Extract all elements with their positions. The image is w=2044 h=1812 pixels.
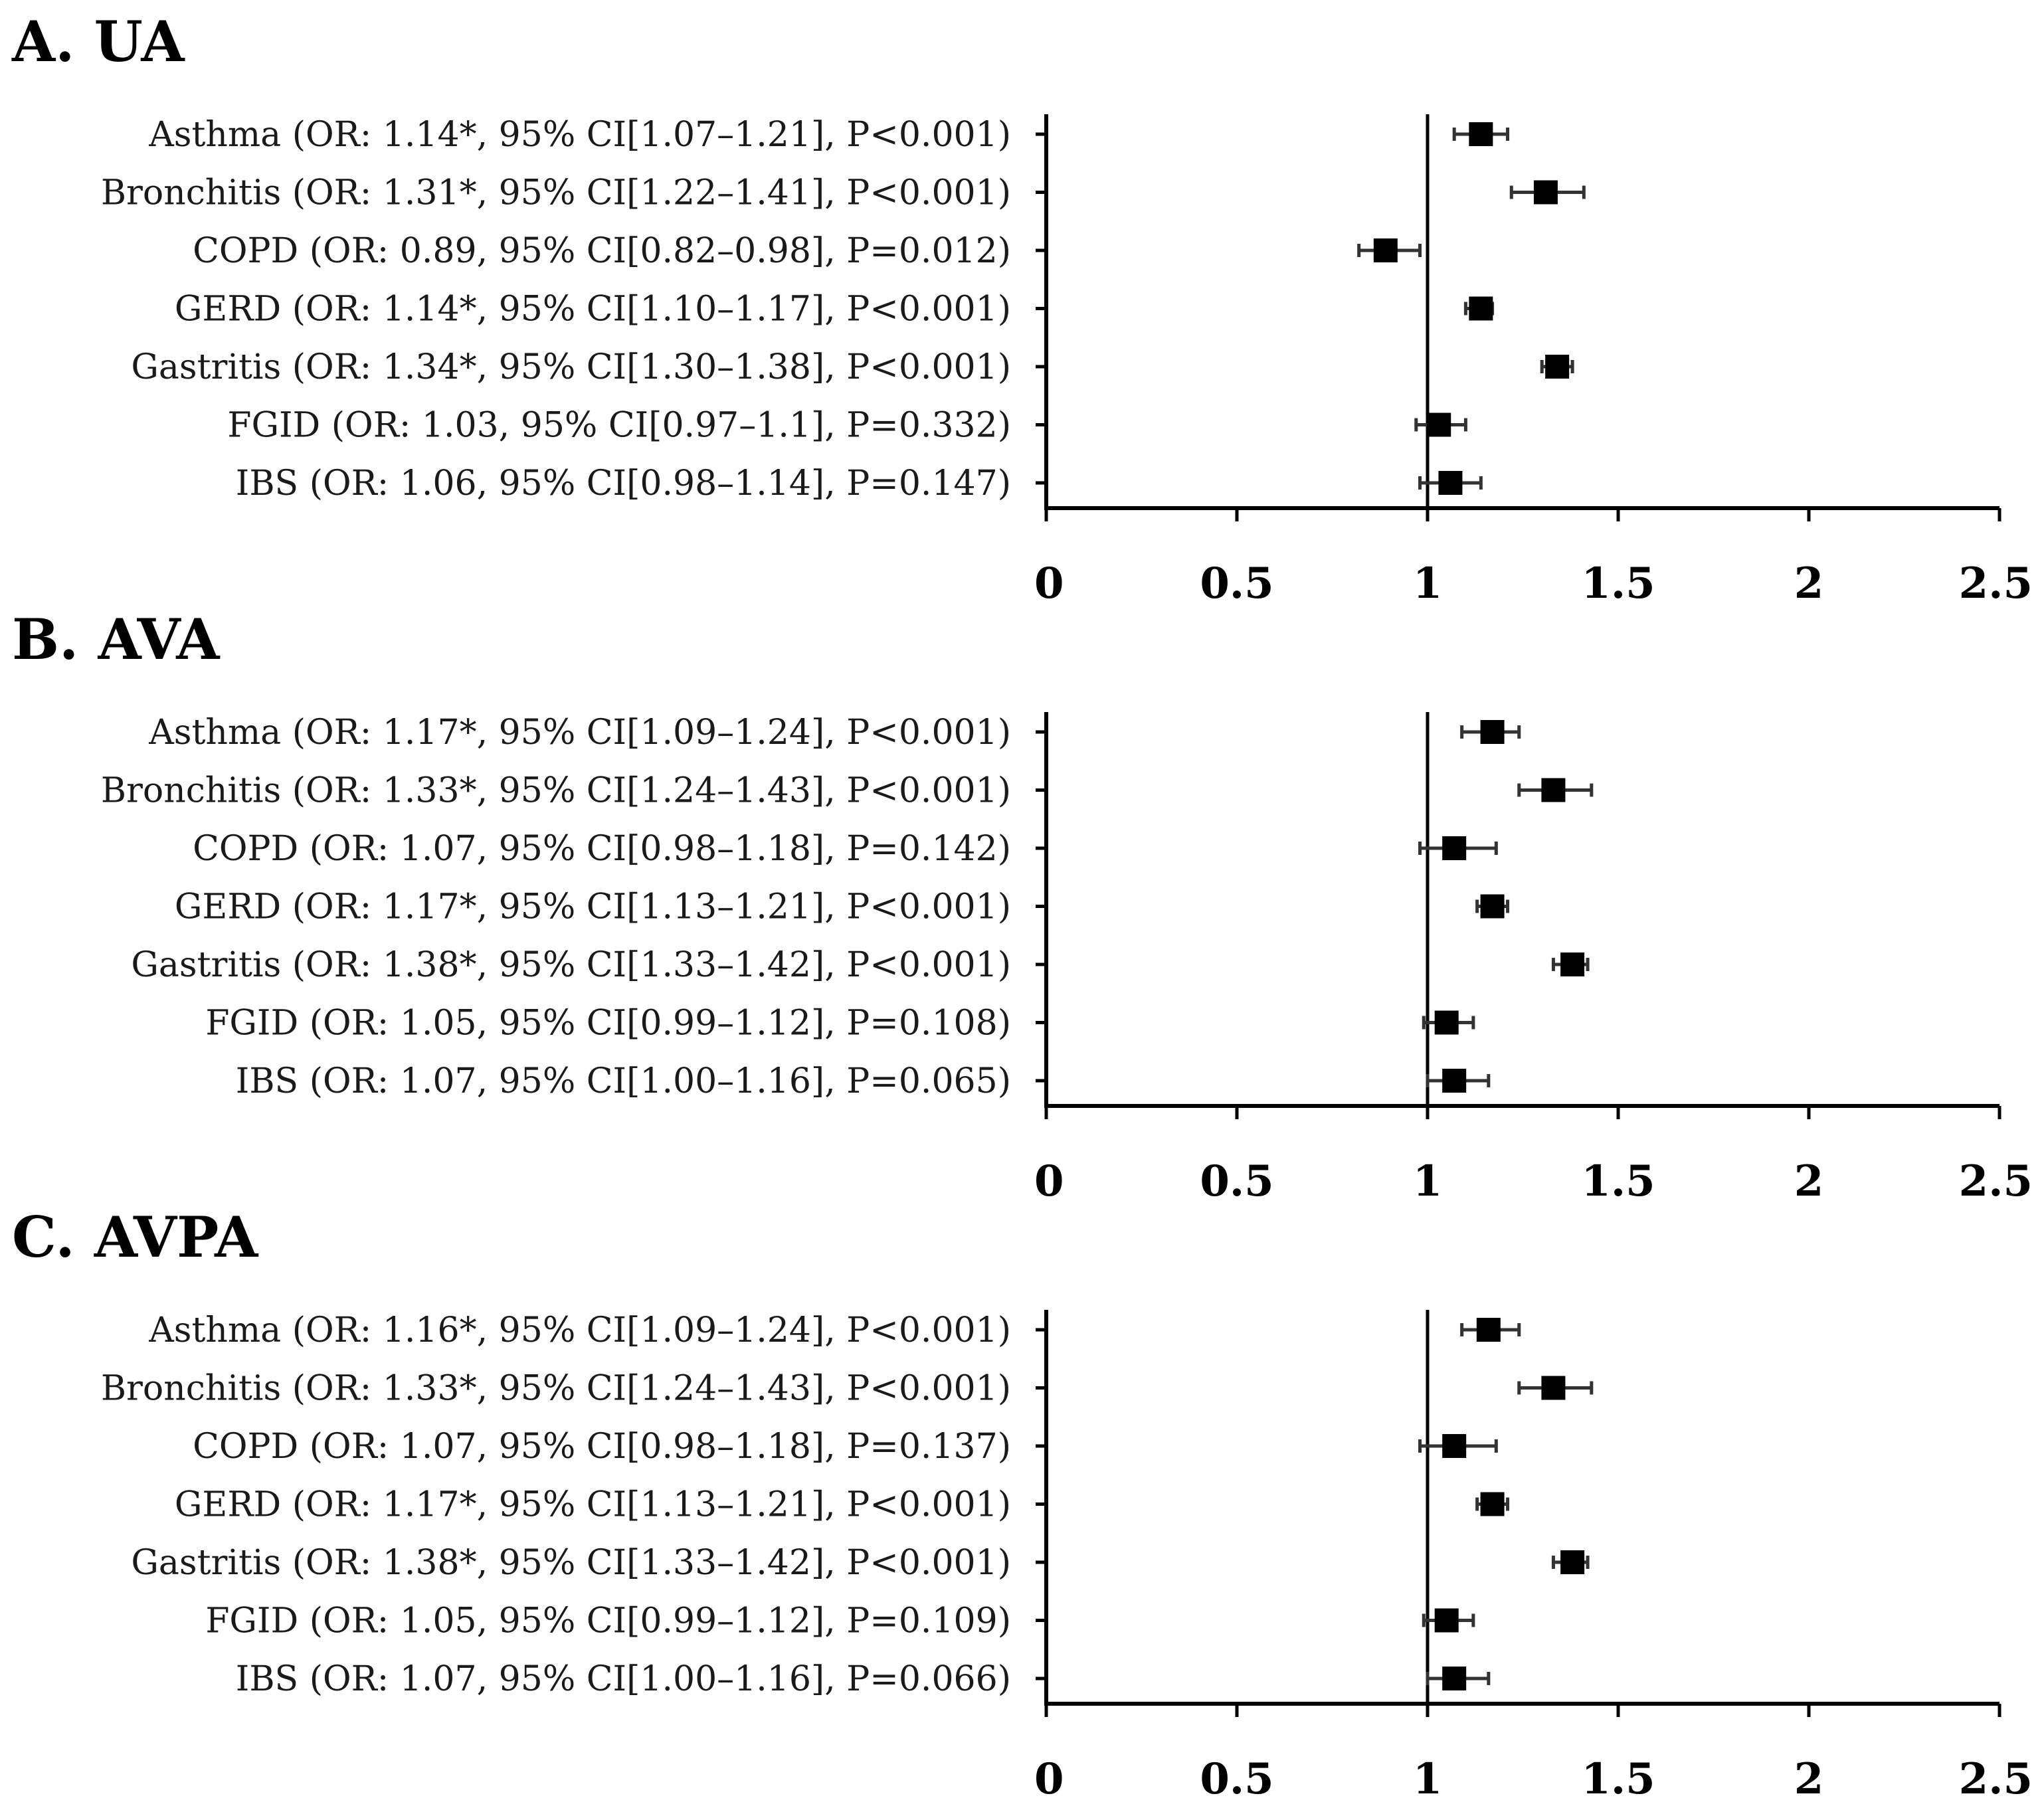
x-tick-label: 1.5	[1581, 559, 1655, 608]
odds-ratio-marker	[1442, 1434, 1467, 1458]
row-label: Gastritis (OR: 1.34*, 95% CI[1.30–1.38],…	[131, 347, 1011, 387]
row-label: Gastritis (OR: 1.38*, 95% CI[1.33–1.42],…	[131, 945, 1011, 985]
odds-ratio-marker	[1373, 238, 1398, 262]
x-tick-label: 0.5	[1200, 1754, 1273, 1804]
row-label: IBS (OR: 1.06, 95% CI[0.98–1.14], P=0.14…	[236, 464, 1011, 503]
odds-ratio-marker	[1560, 1550, 1585, 1574]
x-tick-label: 1	[1413, 1156, 1443, 1206]
odds-ratio-marker	[1541, 1376, 1566, 1400]
odds-ratio-marker	[1442, 836, 1467, 860]
odds-ratio-marker	[1434, 1010, 1459, 1035]
odds-ratio-marker	[1480, 720, 1505, 744]
x-tick-label: 2.5	[1959, 1754, 2033, 1804]
x-tick-label: 0	[1034, 559, 1064, 608]
row-label: Asthma (OR: 1.17*, 95% CI[1.09–1.24], P<…	[148, 713, 1011, 753]
odds-ratio-marker	[1469, 296, 1493, 321]
row-label: FGID (OR: 1.05, 95% CI[0.99–1.12], P=0.1…	[205, 1004, 1011, 1043]
row-label: Bronchitis (OR: 1.33*, 95% CI[1.24–1.43]…	[101, 771, 1011, 811]
row-label: IBS (OR: 1.07, 95% CI[1.00–1.16], P=0.06…	[236, 1659, 1011, 1699]
x-tick-label: 0	[1034, 1156, 1064, 1206]
x-tick-label: 1	[1413, 1754, 1443, 1804]
odds-ratio-marker	[1560, 952, 1585, 976]
odds-ratio-marker	[1476, 1318, 1501, 1342]
x-tick-label: 0.5	[1200, 1156, 1273, 1206]
odds-ratio-marker	[1533, 180, 1558, 205]
row-label: COPD (OR: 0.89, 95% CI[0.82–0.98], P=0.0…	[193, 231, 1011, 271]
row-label: GERD (OR: 1.17*, 95% CI[1.13–1.21], P<0.…	[175, 887, 1011, 927]
x-tick-label: 0	[1034, 1754, 1064, 1804]
row-label: COPD (OR: 1.07, 95% CI[0.98–1.18], P=0.1…	[193, 1427, 1011, 1467]
x-tick-label: 2.5	[1959, 559, 2033, 608]
x-tick-label: 2	[1794, 1754, 1824, 1804]
x-tick-label: 0.5	[1200, 559, 1273, 608]
row-label: FGID (OR: 1.03, 95% CI[0.97–1.1], P=0.33…	[227, 406, 1011, 446]
x-tick-label: 1	[1413, 559, 1443, 608]
odds-ratio-marker	[1442, 1069, 1467, 1093]
row-label: Asthma (OR: 1.14*, 95% CI[1.07–1.21], P<…	[148, 115, 1011, 155]
forest-panel: B. AVA 0 0.5 1 1.5 2 2.5 Asthma (OR: 1.17*, 95%…	[12, 606, 2033, 1206]
odds-ratio-marker	[1480, 894, 1505, 919]
row-label: Bronchitis (OR: 1.33*, 95% CI[1.24–1.43]…	[101, 1369, 1011, 1409]
x-tick-label: 2.5	[1959, 1156, 2033, 1206]
forest-panel: A. UA 0 0.5 1 1.5 2 2.5 Asthma (OR: 1.14*, 95% …	[11, 9, 2033, 608]
row-label: Bronchitis (OR: 1.31*, 95% CI[1.22–1.41]…	[101, 173, 1011, 213]
x-tick-label: 2	[1794, 559, 1824, 608]
row-label: Asthma (OR: 1.16*, 95% CI[1.09–1.24], P<…	[148, 1311, 1011, 1350]
odds-ratio-marker	[1438, 471, 1463, 495]
row-label: COPD (OR: 1.07, 95% CI[0.98–1.18], P=0.1…	[193, 829, 1011, 869]
panel-title: B. AVA	[12, 606, 221, 672]
odds-ratio-marker	[1480, 1492, 1505, 1516]
odds-ratio-marker	[1545, 355, 1570, 379]
odds-ratio-marker	[1442, 1667, 1467, 1690]
odds-ratio-marker	[1427, 412, 1451, 437]
row-label: IBS (OR: 1.07, 95% CI[1.00–1.16], P=0.06…	[236, 1061, 1011, 1101]
row-label: GERD (OR: 1.17*, 95% CI[1.13–1.21], P<0.…	[175, 1485, 1011, 1525]
x-tick-label: 1.5	[1581, 1754, 1655, 1804]
row-label: FGID (OR: 1.05, 95% CI[0.99–1.12], P=0.1…	[205, 1601, 1011, 1641]
odds-ratio-marker	[1541, 778, 1566, 802]
x-tick-label: 1.5	[1581, 1156, 1655, 1206]
panel-title: C. AVPA	[12, 1204, 259, 1270]
odds-ratio-marker	[1469, 122, 1493, 146]
panel-title: A. UA	[11, 9, 185, 74]
row-label: Gastritis (OR: 1.38*, 95% CI[1.33–1.42],…	[131, 1543, 1011, 1583]
x-tick-label: 2	[1794, 1156, 1824, 1206]
row-label: GERD (OR: 1.14*, 95% CI[1.10–1.17], P<0.…	[175, 290, 1011, 329]
forest-panel: C. AVPA 0 0.5 1 1.5 2 2.5 Asthma (OR: 1.16*, 95…	[12, 1204, 2033, 1804]
odds-ratio-marker	[1434, 1608, 1459, 1633]
